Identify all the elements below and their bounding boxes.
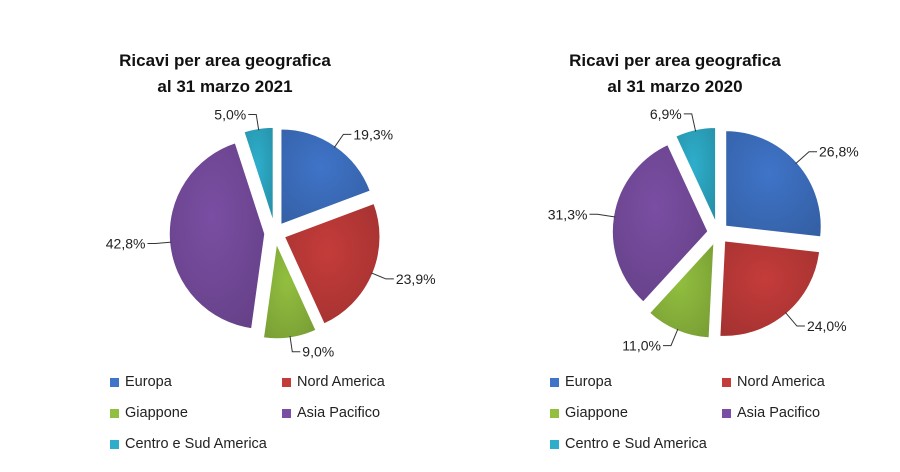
legend-label: Europa (565, 374, 612, 390)
legend-swatch (722, 408, 731, 418)
legend-item-europa: Europa (550, 374, 612, 390)
leader-line (683, 113, 697, 132)
data-label-giappone: 11,0% (622, 338, 661, 354)
leader-line (795, 151, 818, 165)
legend-label: Centro e Sud America (125, 436, 267, 452)
data-label-centro-sud-america: 5,0% (214, 106, 246, 122)
legend-swatch (282, 408, 291, 418)
leader-line (147, 241, 172, 245)
legend-swatch (110, 377, 119, 387)
leader-line (662, 328, 679, 347)
data-label-europa: 19,3% (353, 126, 393, 142)
leader-line (333, 133, 352, 148)
legend-swatch (110, 439, 119, 449)
legend-item-giappone: Giappone (110, 405, 188, 421)
data-label-asia-pacifico: 31,3% (548, 206, 588, 222)
legend-item-centro-sud-america: Centro e Sud America (110, 436, 267, 452)
legend-swatch (550, 439, 559, 449)
chart-title-line2: al 31 marzo 2021 (157, 77, 293, 96)
leader-line (589, 213, 616, 218)
legend-label: Giappone (565, 405, 628, 421)
data-label-asia-pacifico: 42,8% (106, 236, 146, 252)
chart-title-line1: Ricavi per area geografica (569, 51, 781, 70)
legend-swatch (550, 377, 559, 387)
leader-line (784, 311, 805, 327)
legend-item-centro-sud-america: Centro e Sud America (550, 436, 707, 452)
leader-line (289, 335, 301, 353)
chart-title-line2: al 31 marzo 2020 (607, 77, 743, 96)
legend-label: Asia Pacifico (737, 405, 821, 421)
chart-title-line1: Ricavi per area geografica (119, 51, 331, 70)
data-label-centro-sud-america: 6,9% (650, 106, 682, 122)
pie-slice-asia-pacifico (168, 141, 266, 330)
pie-chart-2021: Ricavi per area geografica al 31 marzo 2… (106, 51, 436, 452)
legend-item-giappone: Giappone (550, 405, 628, 421)
leader-line (248, 113, 260, 131)
legend-swatch (550, 408, 559, 418)
legend-item-nord-america: Nord America (722, 374, 825, 390)
pie-chart-2020: Ricavi per area geografica al 31 marzo 2… (450, 0, 900, 472)
pie-plot-2020: 26,8% 24,0% 11,0% 31,3% 6,9% (548, 106, 859, 354)
pie-slice-europa (724, 129, 823, 239)
legend-swatch (110, 408, 119, 418)
legend-item-europa: Europa (110, 374, 172, 390)
legend-label: Nord America (297, 374, 385, 390)
legend-item-nord-america: Nord America (282, 374, 385, 390)
legend-label: Giappone (125, 405, 188, 421)
pie-plot-2021: 19,3% 23,9% 9,0% 42,8% 5,0% (106, 106, 436, 360)
data-label-nord-america: 23,9% (396, 271, 436, 287)
legend-label: Asia Pacifico (297, 405, 381, 421)
pie-slice-nord-america (718, 239, 821, 338)
data-label-europa: 26,8% (819, 144, 859, 160)
legend-swatch (282, 377, 291, 387)
legend-item-asia-pacifico: Asia Pacifico (282, 405, 380, 421)
legend-label: Europa (125, 374, 172, 390)
legend-item-asia-pacifico: Asia Pacifico (722, 405, 820, 421)
legend-label: Nord America (737, 374, 825, 390)
legend-swatch (722, 377, 731, 387)
legend-label: Centro e Sud America (565, 436, 707, 452)
leader-line (370, 272, 394, 280)
data-label-nord-america: 24,0% (807, 318, 847, 334)
data-label-giappone: 9,0% (302, 344, 334, 360)
